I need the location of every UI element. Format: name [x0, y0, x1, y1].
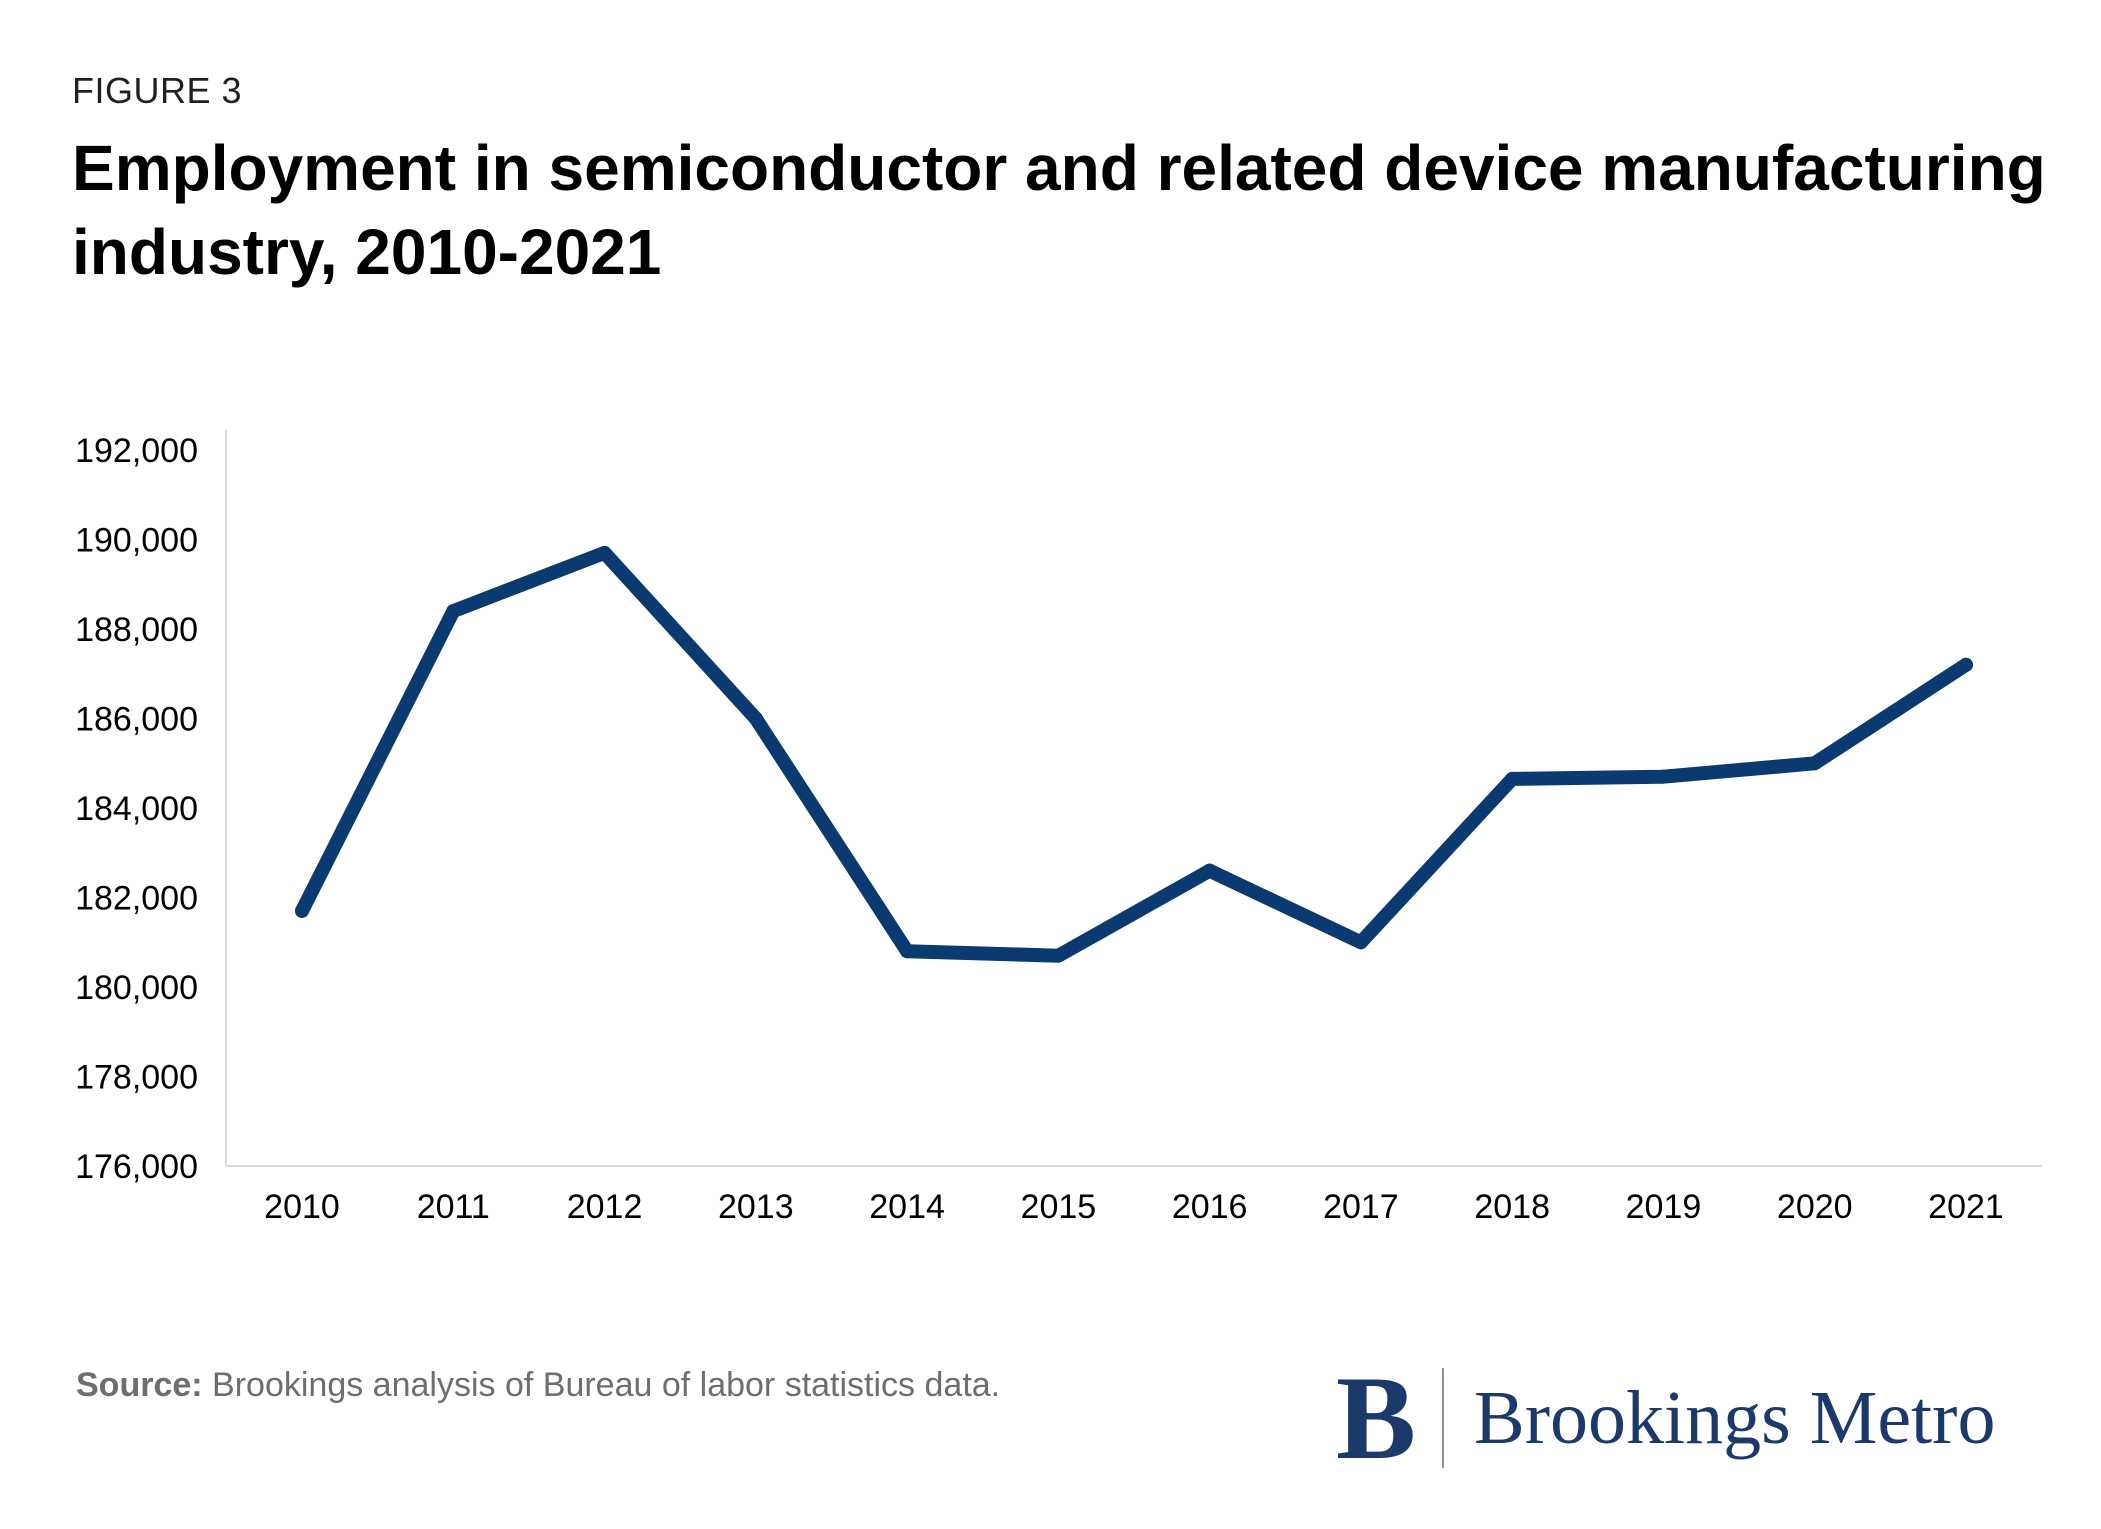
x-tick-label: 2014	[869, 1188, 945, 1226]
data-point	[1959, 657, 1973, 672]
data-point	[295, 903, 309, 918]
chart-title: Employment in semiconductor and related …	[72, 132, 2046, 288]
x-tick-label: 2016	[1172, 1188, 1248, 1226]
x-tick-label: 2017	[1323, 1188, 1399, 1226]
y-tick-label: 176,000	[75, 1148, 198, 1186]
data-point	[900, 944, 915, 959]
data-point	[597, 545, 612, 560]
y-tick-label: 190,000	[75, 522, 198, 560]
y-tick-label: 178,000	[75, 1059, 198, 1097]
y-tick-label: 182,000	[75, 880, 198, 918]
data-point	[1505, 771, 1520, 786]
x-tick-label: 2012	[567, 1188, 643, 1226]
data-point	[1202, 863, 1217, 878]
x-tick-label: 2018	[1474, 1188, 1550, 1226]
data-point	[1353, 935, 1368, 950]
x-tick-label: 2010	[264, 1188, 340, 1226]
source-note: Source: Brookings analysis of Bureau of …	[76, 1366, 1000, 1405]
y-tick-label: 186,000	[75, 701, 198, 739]
x-tick-label: 2011	[417, 1188, 490, 1226]
y-tick-label: 180,000	[75, 969, 198, 1007]
y-tick-label: 188,000	[75, 611, 198, 649]
data-point	[1656, 769, 1671, 784]
logo-mark: B	[1336, 1351, 1417, 1484]
logo-divider	[1442, 1368, 1445, 1468]
y-tick-label: 192,000	[75, 432, 198, 470]
brookings-metro-logo: B Brookings Metro	[1336, 1358, 1995, 1478]
x-tick-label: 2021	[1928, 1188, 2004, 1226]
data-point	[748, 711, 763, 726]
x-tick-label: 2013	[718, 1188, 794, 1226]
x-tick-label: 2020	[1777, 1188, 1853, 1226]
figure-label: FIGURE 3	[72, 70, 243, 111]
data-point	[1807, 756, 1822, 771]
x-axis-ticks: 2010 2011 2012 2013 2014 2015 2016 2017 2018 2019…	[264, 1188, 2004, 1226]
series-group	[295, 545, 1973, 963]
y-tick-label: 184,000	[75, 790, 198, 828]
series-line	[295, 545, 1973, 963]
logo-text: Brookings Metro	[1474, 1376, 1996, 1460]
x-tick-label: 2019	[1626, 1188, 1702, 1226]
y-axis-ticks: 176,000 178,000 180,000 182,000 184,000 186,0…	[75, 432, 198, 1186]
x-tick-label: 2015	[1021, 1188, 1097, 1226]
source-text: Brookings analysis of Bureau of labor st…	[212, 1366, 1001, 1404]
source-label: Source:	[76, 1366, 203, 1404]
data-point	[446, 604, 461, 619]
data-point	[1051, 948, 1066, 963]
